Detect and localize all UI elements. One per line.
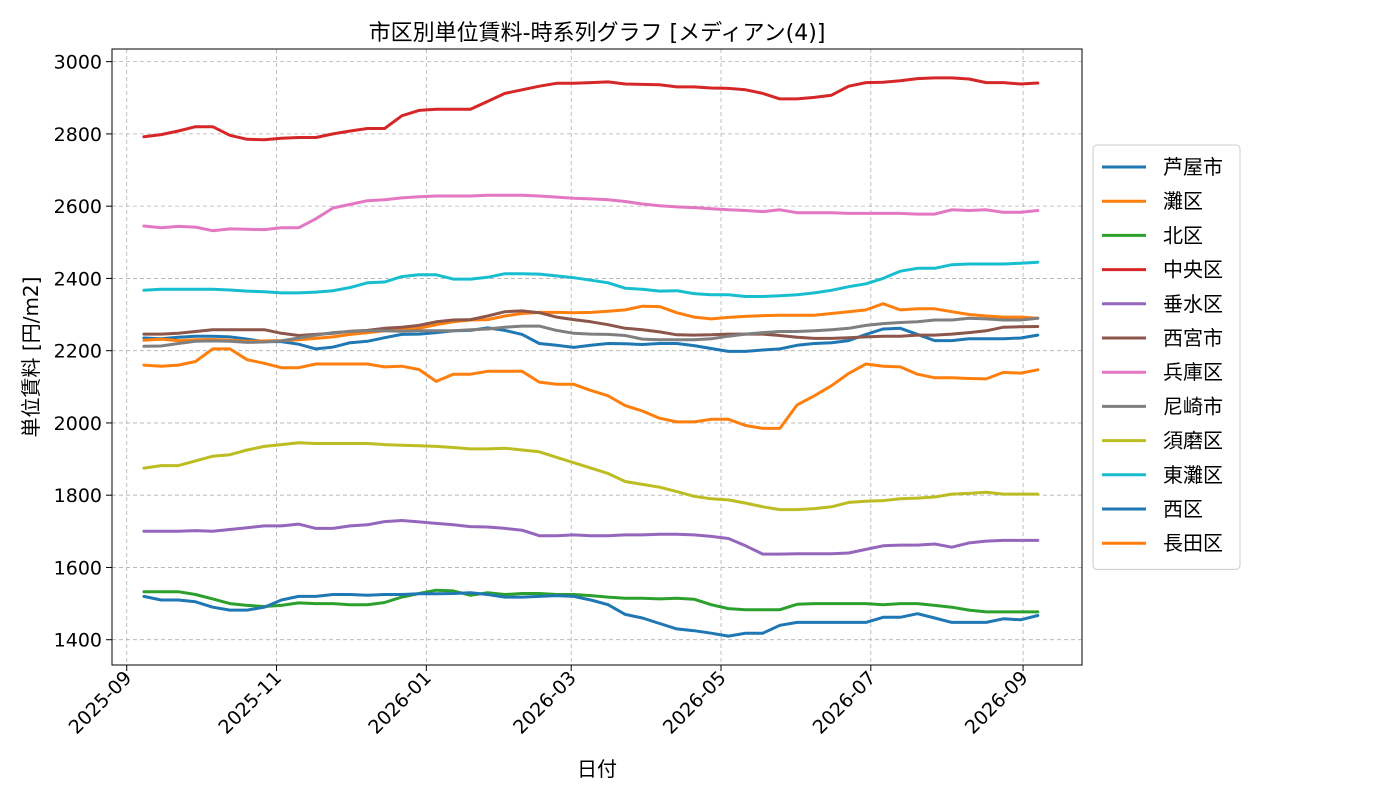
- legend-label: 中央区: [1163, 258, 1223, 282]
- legend-label: 西宮市: [1163, 326, 1223, 350]
- series-line-8: [142, 441, 1040, 512]
- y-tick-label: 1800: [54, 485, 102, 507]
- series-line-6: [142, 193, 1040, 233]
- plot-frame: [111, 48, 1083, 666]
- legend-label: 西区: [1163, 497, 1203, 521]
- series-line-9: [142, 260, 1040, 298]
- y-tick-label: 2800: [54, 124, 102, 146]
- series-line-5: [142, 309, 1040, 340]
- y-tick-label: 1400: [54, 630, 102, 652]
- legend-label: 長田区: [1163, 531, 1223, 555]
- legend-label: 灘区: [1163, 189, 1203, 213]
- series-line-3: [142, 76, 1040, 142]
- series-lines: [142, 76, 1040, 638]
- y-tick-label: 3000: [54, 52, 102, 74]
- y-tick-label: 2600: [54, 196, 102, 218]
- legend-box: [1092, 144, 1241, 570]
- legend-label: 兵庫区: [1163, 360, 1223, 384]
- legend-label: 垂水区: [1163, 292, 1223, 316]
- y-tick-label: 2000: [54, 413, 102, 435]
- legend-label: 芦屋市: [1163, 155, 1223, 179]
- y-axis-label: 単位賃料 [円/m2]: [19, 277, 43, 438]
- series-line-7: [142, 316, 1040, 348]
- series-line-10: [142, 591, 1040, 638]
- y-tick-label: 2200: [54, 341, 102, 363]
- y-tick-label: 2400: [54, 268, 102, 290]
- legend-label: 須磨区: [1163, 429, 1223, 453]
- series-line-0: [142, 326, 1040, 353]
- series-line-11: [142, 347, 1040, 430]
- chart-title: 市区別単位賃料-時系列グラフ [メディアン(4)]: [369, 21, 826, 46]
- legend-label: 東灘区: [1163, 463, 1223, 487]
- series-line-2: [142, 588, 1040, 614]
- series-line-4: [142, 519, 1040, 556]
- grid: [112, 49, 1082, 665]
- y-tick-label: 1600: [54, 557, 102, 579]
- legend-label: 尼崎市: [1163, 394, 1223, 418]
- legend-label: 北区: [1163, 223, 1203, 247]
- x-axis-label: 日付: [577, 757, 617, 781]
